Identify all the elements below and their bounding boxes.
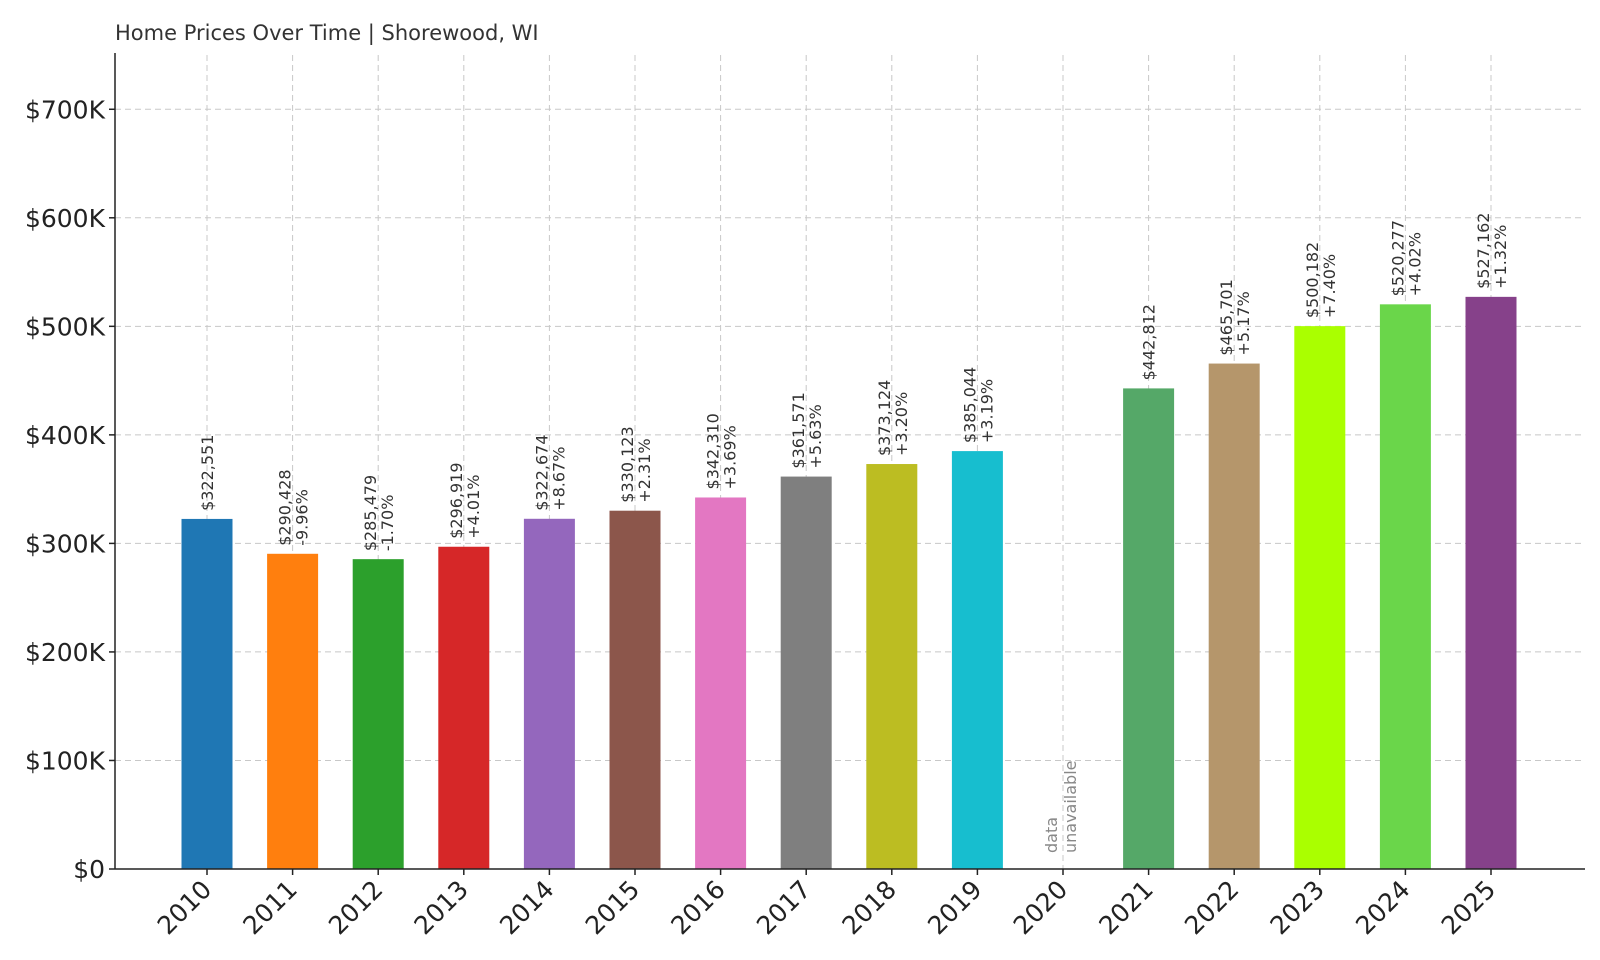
change-label-2012: -1.70% [378, 495, 397, 552]
value-label-2023: $500,182 [1303, 242, 1322, 318]
value-label-2025: $527,162 [1474, 213, 1493, 289]
value-label-2018: $373,124 [875, 380, 894, 456]
bar-2024 [1379, 304, 1431, 869]
change-label-2015: +2.31% [635, 438, 654, 502]
change-label-2013: +4.01% [464, 475, 483, 539]
x-tick-label-2013: 2013 [409, 875, 474, 940]
bar-2017 [780, 476, 832, 869]
value-label-2024: $520,277 [1388, 220, 1407, 296]
x-tick-label-2020: 2020 [1008, 875, 1073, 940]
x-tick-label-2019: 2019 [922, 875, 987, 940]
x-tick-label-2014: 2014 [494, 875, 559, 940]
missing-data-label: unavailable [1061, 761, 1080, 854]
change-label-2019: +3.19% [977, 379, 996, 443]
bar-2023 [1294, 326, 1346, 869]
x-tick-label-2015: 2015 [580, 875, 645, 940]
y-tick-label: $200K [25, 638, 106, 667]
chart-title: Home Prices Over Time | Shorewood, WI [115, 21, 539, 46]
x-tick-label-2016: 2016 [665, 875, 730, 940]
bar-2011 [267, 553, 319, 869]
x-tick-label-2024: 2024 [1350, 875, 1415, 940]
change-label-2014: +8.67% [549, 447, 568, 511]
bar-2025 [1465, 296, 1517, 869]
value-label-2011: $290,428 [276, 469, 295, 545]
value-label-2019: $385,044 [960, 367, 979, 443]
bar-2021 [1123, 388, 1175, 869]
value-label-2012: $285,479 [361, 475, 380, 551]
x-tick-label-2017: 2017 [751, 875, 816, 940]
x-tick-label-2022: 2022 [1179, 875, 1244, 940]
y-tick-label: $500K [25, 312, 106, 341]
change-label-2017: +5.63% [806, 404, 825, 468]
value-label-2022: $465,701 [1217, 279, 1236, 355]
missing-data-label: data [1042, 817, 1061, 853]
x-tick-label-2025: 2025 [1436, 875, 1501, 940]
value-label-2015: $330,123 [618, 426, 637, 502]
change-label-2025: +1.32% [1491, 225, 1510, 289]
change-label-2018: +3.20% [892, 392, 911, 456]
change-label-2022: +5.17% [1234, 291, 1253, 355]
x-tick-label-2012: 2012 [323, 875, 388, 940]
bar-2019 [951, 451, 1003, 869]
bar-2015 [609, 510, 661, 869]
x-tick-label-2018: 2018 [837, 875, 902, 940]
value-label-2014: $322,674 [532, 434, 551, 510]
bars [181, 296, 1517, 869]
value-label-2013: $296,919 [447, 462, 466, 538]
change-label-2024: +4.02% [1405, 232, 1424, 296]
value-label-2010: $322,551 [198, 435, 217, 511]
x-tick-label-2021: 2021 [1093, 875, 1158, 940]
bar-2016 [695, 497, 747, 869]
value-labels: $322,551 $290,428-9.96% $285,479-1.70% $296… [198, 213, 1510, 853]
bar-2018 [866, 464, 918, 869]
bar-2013 [438, 546, 490, 869]
axes [114, 53, 1585, 870]
y-tick-label: $100K [25, 746, 106, 775]
change-label-2016: +3.69% [721, 425, 740, 489]
value-label-2021: $442,812 [1140, 304, 1159, 380]
x-tick-label-2010: 2010 [152, 875, 217, 940]
change-label-2023: +7.40% [1320, 254, 1339, 318]
y-tick-label: $400K [25, 421, 106, 450]
x-tick-label-2023: 2023 [1265, 875, 1330, 940]
x-tick-label-2011: 2011 [237, 875, 302, 940]
y-tick-labels: $0 $100K $200K $300K $400K $500K $600K $700K [25, 95, 115, 884]
value-label-2017: $361,571 [789, 392, 808, 468]
y-tick-label: $300K [25, 529, 106, 558]
bar-2022 [1208, 363, 1260, 869]
change-label-2011: -9.96% [293, 489, 312, 546]
grid-lines [115, 55, 1585, 869]
y-tick-label: $700K [25, 95, 106, 124]
x-tick-labels: 2010 2011 2012 2013 2014 2015 2016 2017 2018 2019… [152, 869, 1501, 940]
bar-2014 [523, 518, 575, 869]
bar-2010 [181, 518, 233, 869]
value-label-2016: $342,310 [704, 413, 723, 489]
bar-2012 [352, 559, 404, 869]
y-tick-label: $0 [73, 855, 105, 884]
y-tick-label: $600K [25, 204, 106, 233]
